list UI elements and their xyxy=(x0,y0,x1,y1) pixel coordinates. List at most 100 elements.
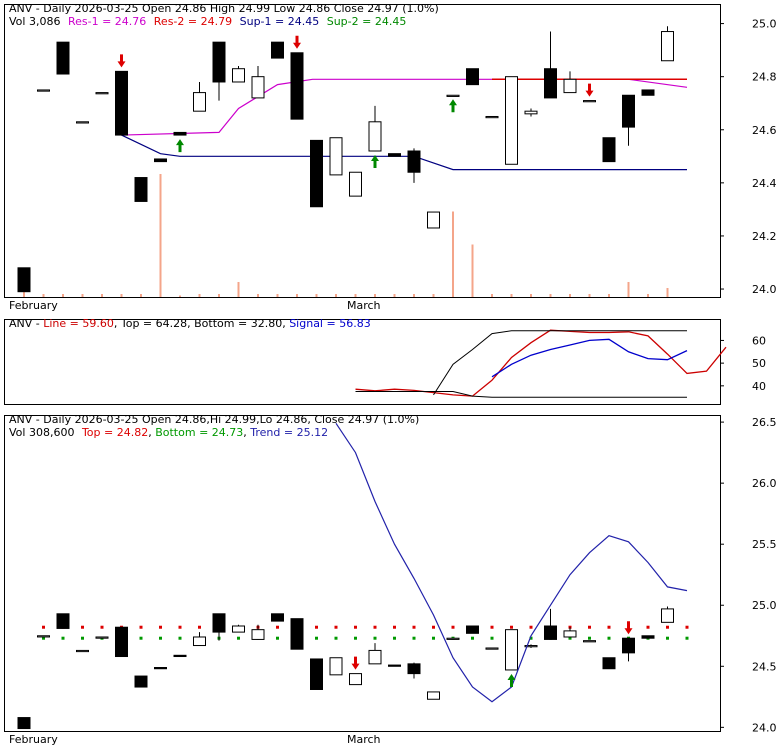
price-panel-frame xyxy=(4,4,721,298)
price-candle-body xyxy=(17,267,31,293)
price-candle-body xyxy=(544,68,557,99)
price-candle-body xyxy=(466,68,479,86)
bottom-dot xyxy=(412,636,416,640)
price-candle-body xyxy=(173,131,187,136)
buy-arrow xyxy=(176,139,184,153)
price-tick-label: 25.0 xyxy=(752,18,777,31)
volume-bar xyxy=(530,294,532,297)
volume-bar xyxy=(81,294,84,297)
volume-bar xyxy=(276,294,279,297)
buy-arrow xyxy=(449,99,457,113)
legend-vol: Vol 3,086 xyxy=(9,15,60,28)
top-dot xyxy=(451,625,455,629)
trend-candle-body xyxy=(446,637,460,640)
trend-candle-body xyxy=(232,625,245,633)
sell-arrow xyxy=(351,656,360,670)
bottom-dot xyxy=(178,636,182,640)
trend-candle-body xyxy=(154,667,167,670)
price-candle-body xyxy=(427,211,440,229)
macd-tick-label: 50 xyxy=(752,357,766,370)
price-candle-body xyxy=(115,70,128,136)
top-dot xyxy=(198,625,201,629)
price-candle-body xyxy=(290,52,304,120)
volume-bar xyxy=(374,294,376,297)
volume-bar xyxy=(491,294,493,297)
legend-sep3: , xyxy=(282,317,289,330)
volume-bar xyxy=(218,294,220,297)
volume-bar xyxy=(62,294,64,297)
top-dot xyxy=(178,625,182,629)
bottom-dot xyxy=(568,636,572,640)
bottom-dot xyxy=(276,636,279,640)
bottom-dot xyxy=(373,636,377,640)
top-dot xyxy=(685,625,689,629)
top-dot xyxy=(373,625,377,629)
volume-bar xyxy=(471,244,474,297)
trend-tick-label: 24.5 xyxy=(752,660,777,673)
volume-bar xyxy=(588,294,591,297)
volume-bar xyxy=(549,294,552,297)
price-tick-label: 24.2 xyxy=(752,230,777,243)
top-dot xyxy=(666,625,669,629)
price-candle-body xyxy=(485,115,499,119)
bottom-dot xyxy=(315,636,318,640)
price-candle-body xyxy=(661,31,674,62)
price-candle-body xyxy=(602,137,616,163)
sell-arrow xyxy=(293,35,301,49)
price-candle-body xyxy=(446,94,460,97)
trend-candle-body xyxy=(17,717,31,730)
sell-arrow xyxy=(585,83,594,97)
month-label-march-2: March xyxy=(347,733,381,745)
res1-line xyxy=(121,78,688,136)
month-label-february-2: February xyxy=(9,733,58,745)
top-dot xyxy=(81,625,84,629)
volume-bar xyxy=(627,282,630,297)
trend-candle-body xyxy=(466,625,479,634)
volume-bar xyxy=(413,294,415,297)
legend-sep1: , xyxy=(114,317,121,330)
volume-bar xyxy=(198,294,201,297)
trend-candle-body xyxy=(193,636,206,647)
price-candle-body xyxy=(251,76,265,99)
bottom-dot xyxy=(354,636,357,640)
price-tick-label: 24.4 xyxy=(752,177,777,190)
legend-top: Top = 64.28 xyxy=(120,317,187,330)
axis-ticks: 25.0 24.8 24.6 24.4 24.2 24.0 60 50 40 26.5 26.0 25… xyxy=(720,18,777,734)
top-dot xyxy=(139,625,143,629)
macd-legend: ANV - Line = 59.60, Top = 64.28, Bottom … xyxy=(9,317,371,330)
price-candles xyxy=(17,26,688,293)
legend-top2: Top = 24.82 xyxy=(81,426,148,439)
legend-res1: Res-1 = 24.76 xyxy=(68,15,146,28)
volume-bar xyxy=(159,174,162,297)
legend-sup1: Sup-1 = 24.45 xyxy=(240,15,320,28)
bottom-dot xyxy=(432,636,435,640)
volume-bar xyxy=(452,211,454,297)
top-dot xyxy=(315,625,318,629)
trend-legend: Vol 308,600 Top = 24.82, Bottom = 24.73,… xyxy=(9,426,328,439)
price-candle-body xyxy=(583,100,596,103)
price-candle-body xyxy=(622,94,635,128)
price-candle-body xyxy=(134,177,148,202)
volume-bar xyxy=(237,282,240,297)
top-dot xyxy=(354,625,357,629)
trend-tick-label: 24.0 xyxy=(752,721,777,734)
top-dot xyxy=(159,625,162,629)
bottom-dot xyxy=(666,636,669,640)
trend-candle-body xyxy=(388,664,401,667)
volume-bar xyxy=(315,294,318,297)
legend-vol2: Vol 308,600 xyxy=(9,426,74,439)
volume-bar xyxy=(647,294,649,297)
bottom-dot xyxy=(471,636,474,640)
top-dot xyxy=(607,625,611,629)
trend-candle-body xyxy=(544,625,557,640)
macd-title: ANV - xyxy=(9,317,43,330)
bottom-dot xyxy=(334,636,338,640)
volume-bar xyxy=(393,294,396,297)
bottom-dot xyxy=(61,636,65,640)
price-candle-body xyxy=(524,110,538,115)
trend-candle-body xyxy=(661,608,674,623)
trend-candle-body xyxy=(368,649,382,665)
volume-bar xyxy=(354,294,357,297)
macd-tick-label: 40 xyxy=(752,380,766,393)
price-candle-body xyxy=(37,89,50,92)
